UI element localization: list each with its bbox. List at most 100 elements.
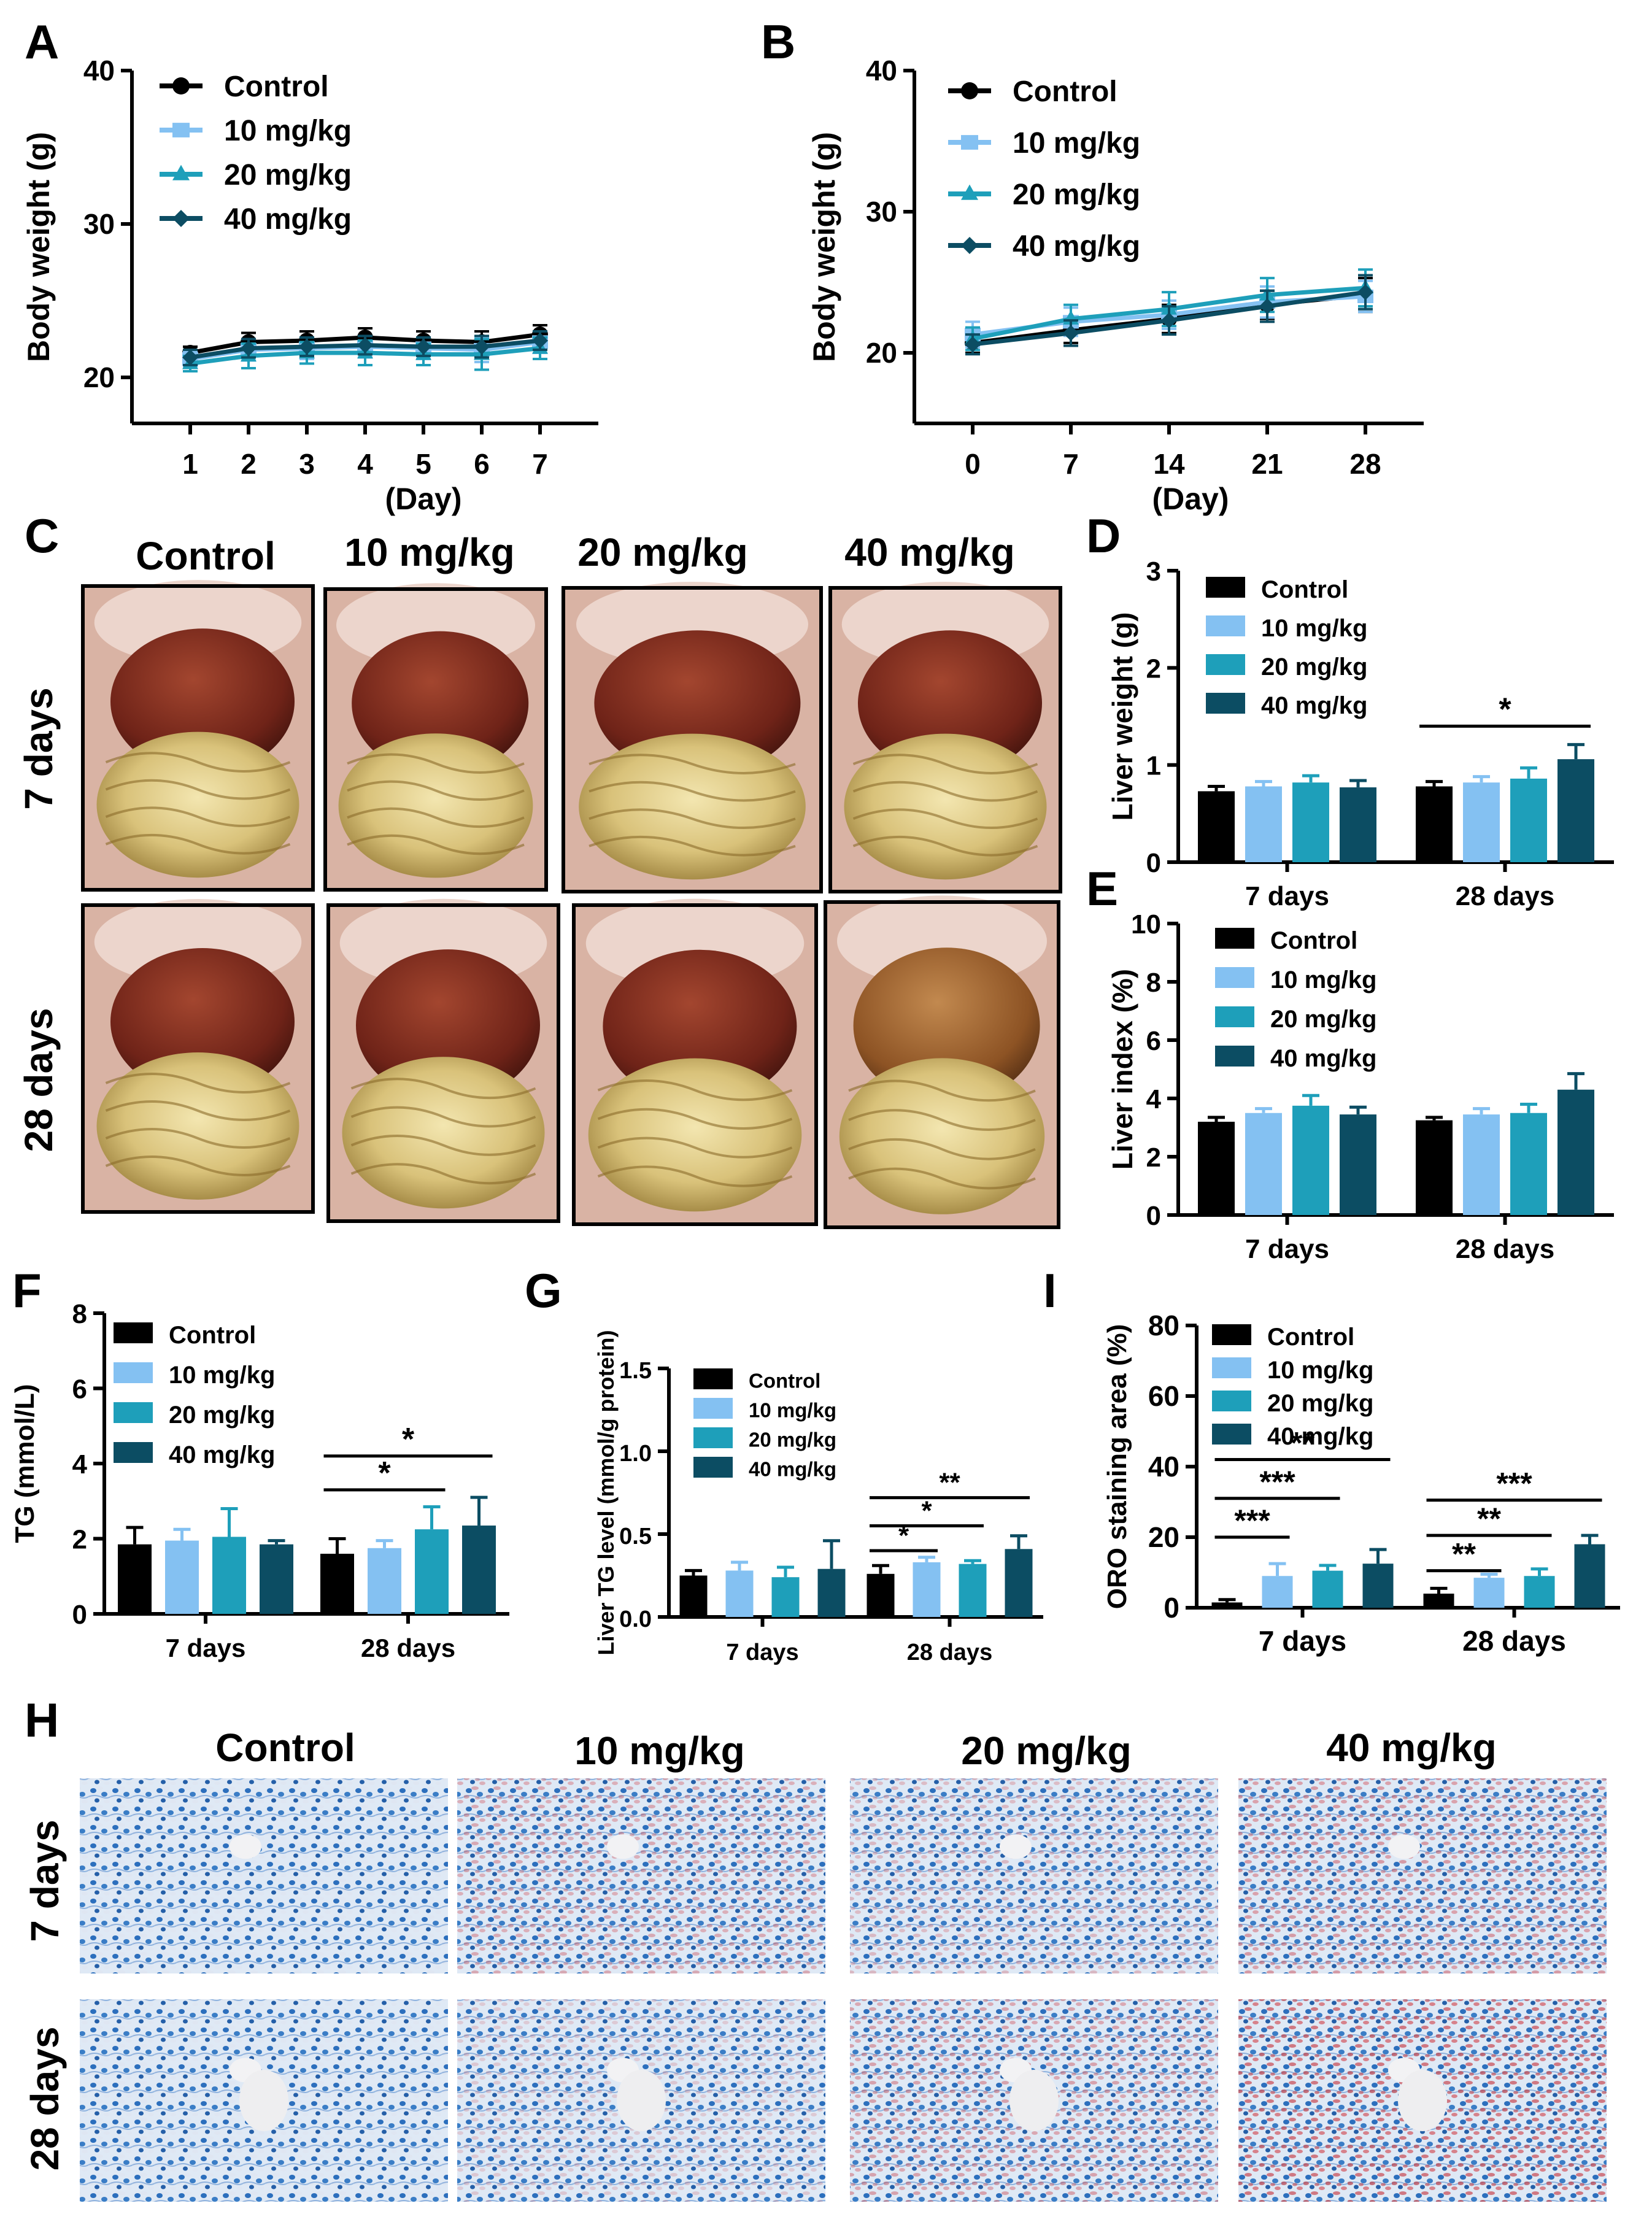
dissection-photo-7-days-40-mg-kg bbox=[828, 582, 1062, 893]
bar-40-mg-kg-28-days bbox=[1557, 759, 1594, 862]
histology-grid bbox=[80, 1778, 1607, 2202]
bar-40-mg-kg-7-days bbox=[260, 1544, 293, 1614]
legend-marker-10-mg-kg bbox=[172, 123, 190, 137]
histology-image-28-days-control bbox=[80, 1999, 448, 2202]
histology-central-vein bbox=[239, 2070, 288, 2131]
photo-intestine-fold bbox=[105, 1100, 291, 1121]
bar-20-mg-kg-28-days bbox=[959, 1564, 987, 1617]
y-tick-label: 20 bbox=[1148, 1521, 1179, 1553]
significance-stars: * bbox=[378, 1456, 391, 1491]
histology-lipid-stain bbox=[850, 1778, 1218, 1973]
bar-20-mg-kg-7-days bbox=[1292, 782, 1329, 862]
dissection-photo-28-days-control bbox=[81, 899, 315, 1214]
axes-d: 0 1 2 3 Liver weight (g) 7 days 28 days * Contro… bbox=[1106, 557, 1614, 911]
histology-vessel bbox=[607, 1834, 639, 1859]
legend-swatch-control bbox=[1206, 577, 1245, 598]
bar-10-mg-kg-7-days bbox=[1245, 786, 1282, 862]
legend-label-20-mg-kg: 20 mg/kg bbox=[1267, 1390, 1373, 1417]
x-category-label: 28 days bbox=[1456, 1234, 1554, 1264]
photo-intestine-fold bbox=[589, 781, 796, 802]
data-point-40-mg-kg bbox=[1259, 298, 1275, 315]
histology-vessel bbox=[1000, 1834, 1032, 1859]
photo-intestine bbox=[579, 733, 806, 880]
data-point-40-mg-kg bbox=[1161, 312, 1177, 329]
panel-letter-b: B bbox=[761, 15, 795, 69]
x-category-label: 28 days bbox=[1462, 1625, 1566, 1657]
y-tick-label: 20 bbox=[83, 361, 115, 393]
bar-20-mg-kg-7-days bbox=[1292, 1105, 1329, 1215]
panel-letter-c: C bbox=[25, 509, 59, 563]
photo-intestine-fold bbox=[105, 779, 291, 800]
legend-swatch-20-mg-kg bbox=[1206, 654, 1245, 675]
y-tick-label: 6 bbox=[72, 1375, 87, 1405]
legend-swatch-40-mg-kg bbox=[1215, 1046, 1254, 1067]
legend-swatch-20-mg-kg bbox=[1212, 1391, 1251, 1411]
histology-lipid-stain bbox=[1238, 1778, 1607, 1973]
y-axis-label: Liver index (%) bbox=[1106, 969, 1138, 1170]
y-axis-label: ORO staining area (%) bbox=[1102, 1324, 1132, 1610]
y-axis-label: TG (mmol/L) bbox=[10, 1384, 40, 1543]
bar-40-mg-kg-28-days bbox=[462, 1526, 496, 1614]
photo-frame bbox=[323, 587, 548, 892]
legend-label-control: Control bbox=[1267, 1324, 1354, 1351]
y-tick-label: 0 bbox=[72, 1600, 87, 1630]
y-tick-label: 2 bbox=[72, 1525, 87, 1555]
bar-20-mg-kg-28-days bbox=[415, 1529, 449, 1614]
bar-10-mg-kg-7-days bbox=[1245, 1113, 1282, 1215]
panel-i-oro-staining-area: I 0 20 40 60 80 ORO staining area (%) 7 days 28… bbox=[1043, 1263, 1620, 1657]
y-tick-label: 1.5 bbox=[619, 1358, 652, 1384]
significance-stars: *** bbox=[1259, 1465, 1295, 1499]
legend-label-10-mg-kg: 10 mg/kg bbox=[169, 1362, 275, 1389]
y-axis-label: Liver weight (g) bbox=[1106, 612, 1138, 821]
bar-40-mg-kg-28-days bbox=[1574, 1544, 1605, 1608]
data-point-40-mg-kg bbox=[241, 340, 257, 357]
panel-letter-e: E bbox=[1086, 862, 1118, 916]
y-tick-label: 10 bbox=[1131, 909, 1161, 939]
y-tick-label: 40 bbox=[83, 55, 115, 87]
bar-control-28-days bbox=[867, 1573, 895, 1617]
x-category-label: 28 days bbox=[361, 1634, 455, 1662]
y-tick-label: 8 bbox=[72, 1299, 87, 1329]
x-tick-label: 0 bbox=[965, 448, 981, 480]
bar-control-28-days bbox=[1416, 786, 1453, 862]
legend-label-10-mg-kg: 10 mg/kg bbox=[1261, 615, 1367, 642]
photo-frame bbox=[326, 903, 560, 1223]
legend-label-10-mg-kg: 10 mg/kg bbox=[1267, 1357, 1373, 1384]
photo-intestine-fold bbox=[848, 1079, 1036, 1102]
significance-stars: ** bbox=[1291, 1426, 1314, 1460]
y-tick-label: 8 bbox=[1146, 968, 1161, 998]
x-tick-label: 7 bbox=[1063, 448, 1079, 480]
photo-liver bbox=[853, 947, 1040, 1104]
photo-intestine-fold bbox=[852, 781, 1038, 802]
photo-intestine-fold bbox=[347, 834, 525, 855]
histology-image-28-days-20-mg-kg bbox=[850, 1999, 1218, 2202]
photo-intestine-fold bbox=[848, 1138, 1036, 1160]
photo-intestine-fold bbox=[105, 833, 291, 855]
x-tick-label: 5 bbox=[415, 448, 431, 480]
photo-intestine-fold bbox=[597, 1165, 793, 1187]
x-tick-label: 1 bbox=[182, 448, 198, 480]
legend-label-20-mg-kg: 20 mg/kg bbox=[169, 1402, 275, 1429]
histology-header-40mgkg: 40 mg/kg bbox=[1326, 1726, 1496, 1770]
legend-swatch-40-mg-kg bbox=[1206, 693, 1245, 714]
photo-intestine-fold bbox=[350, 1135, 536, 1156]
dissection-photo-28-days-40-mg-kg bbox=[824, 895, 1060, 1229]
legend-label-20-mg-kg: 20 mg/kg bbox=[224, 159, 352, 191]
axes-e: 0 2 4 6 8 10 Liver index (%) 7 days 28 days Contr… bbox=[1106, 909, 1614, 1264]
y-tick-label: 0.0 bbox=[619, 1607, 652, 1632]
photo-intestine-fold bbox=[852, 835, 1038, 857]
photo-intestine-fold bbox=[852, 754, 1038, 774]
bar-control-28-days bbox=[1416, 1120, 1453, 1215]
x-axis-label: (Day) bbox=[1152, 482, 1229, 516]
histology-central-vein bbox=[1398, 2070, 1447, 2131]
legend-label-control: Control bbox=[169, 1322, 256, 1349]
bar-40-mg-kg-7-days bbox=[1362, 1564, 1394, 1608]
panel-letter-g: G bbox=[525, 1263, 562, 1317]
photo-frame bbox=[81, 584, 315, 892]
photo-intestine-fold bbox=[589, 835, 796, 857]
bar-20-mg-kg-28-days bbox=[1524, 1576, 1555, 1608]
photo-intestine-fold bbox=[848, 1109, 1036, 1131]
y-tick-label: 6 bbox=[1146, 1026, 1161, 1056]
